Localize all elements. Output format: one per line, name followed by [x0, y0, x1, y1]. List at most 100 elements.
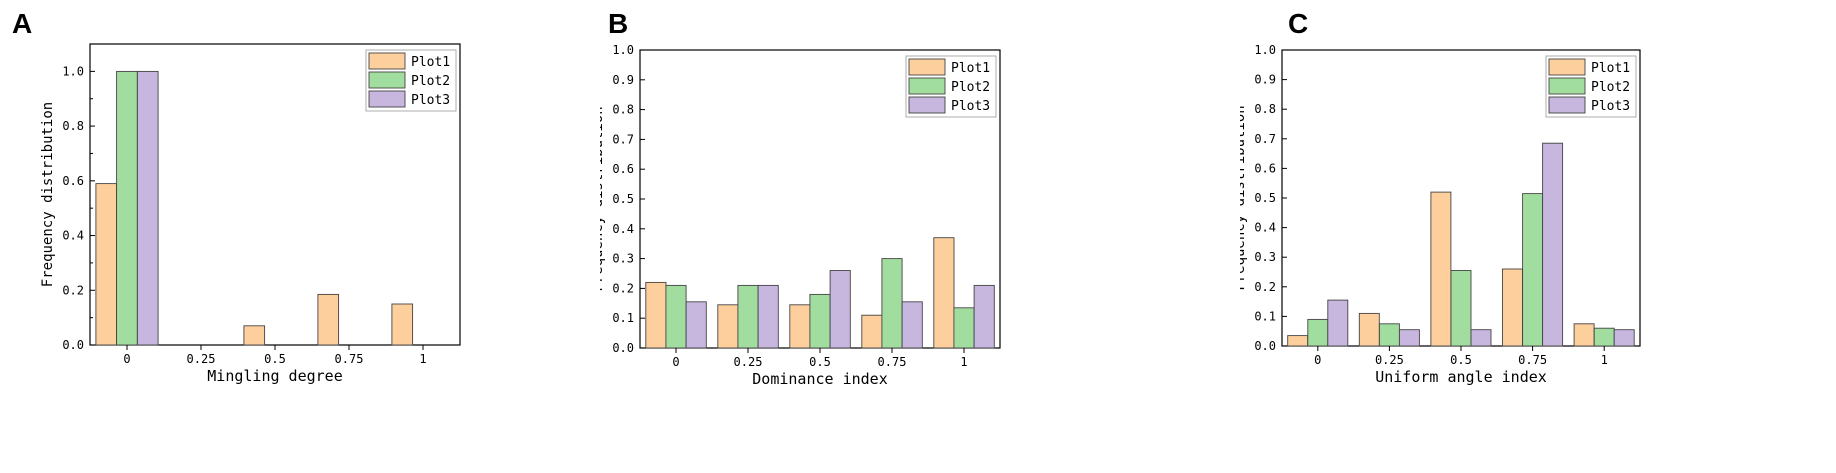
legend-label-plot1: Plot1 [1591, 61, 1630, 76]
bar-plot1-4 [391, 303, 414, 346]
x-tick-label: 0.5 [1450, 353, 1472, 367]
y-tick-label: 0.8 [1254, 102, 1276, 116]
y-tick-label: 0.9 [612, 73, 634, 87]
y-tick-label: 1.0 [612, 43, 634, 57]
x-tick-label: 0.75 [878, 355, 907, 369]
legend-swatch-plot1 [1548, 58, 1586, 76]
y-tick-label: 0.4 [612, 222, 634, 236]
y-tick-label: 0.9 [1254, 73, 1276, 87]
x-tick-label: 0.25 [1375, 353, 1404, 367]
bar-plot1-0 [95, 183, 118, 346]
chart-c: 0.0 0.1 0.2 0.3 0.4 0.5 0.6 0.7 0.8 0.9 1.0 0 0.25 0.… [1232, 43, 1641, 386]
x-tick-label: 0.5 [809, 355, 831, 369]
y-axis-label: Frequency distribution [1240, 105, 1248, 290]
legend-swatch-plot2 [908, 77, 946, 95]
legend-label-plot3: Plot3 [411, 93, 450, 108]
bar-plot1-4 [1573, 323, 1595, 347]
legend-label-plot1: Plot1 [951, 61, 990, 76]
legend-swatch-plot3 [1548, 96, 1586, 114]
bar-plot1-1 [717, 304, 739, 349]
y-tick-label: 1.0 [1254, 43, 1276, 57]
legend-label-plot2: Plot2 [1591, 80, 1630, 95]
y-tick-label: 0.5 [612, 192, 634, 206]
legend-label-plot2: Plot2 [411, 74, 450, 89]
bar-plot3-3 [1542, 142, 1564, 347]
panel-letter-c: C [1288, 8, 1309, 39]
bar-plot2-0 [1307, 318, 1329, 347]
legend-swatch-plot1 [368, 52, 406, 70]
y-tick-label: 0.7 [612, 132, 634, 146]
y-tick-label: 0.2 [1254, 280, 1276, 294]
x-tick-label: 0.75 [335, 352, 364, 366]
chart-a: 0.0 0.2 0.4 0.6 0.8 1.0 0 0.25 0.5 0.75 1 Mingling … [40, 43, 461, 385]
panel-c: C 0.0 0.1 0.2 0.3 0.4 0.5 0.6 0.7 0.8 0.9 1.0 0 0.25… [1232, 0, 1836, 469]
bar-plot3-3 [901, 301, 923, 349]
y-tick-label: 0.2 [62, 283, 84, 297]
bar-plot3-1 [1398, 329, 1420, 347]
x-tick-label: 0 [123, 352, 130, 366]
y-tick-label: 1.0 [62, 64, 84, 78]
bar-plot3-4 [1613, 329, 1635, 347]
bar-plot2-1 [737, 284, 759, 349]
y-tick-label: 0.8 [612, 103, 634, 117]
legend-swatch-plot2 [368, 71, 406, 89]
bar-plot2-3 [1522, 193, 1544, 347]
panel-a: A 0.0 0.2 0.4 0.6 0.8 1.0 0 0.25 0.5 0.75 1 Minglin… [0, 0, 600, 469]
y-tick-label: 0.0 [612, 341, 634, 355]
bar-plot1-3 [317, 293, 340, 346]
legend-label-plot2: Plot2 [951, 80, 990, 95]
y-tick-label: 0.8 [62, 119, 84, 133]
bar-plot2-0 [665, 284, 687, 349]
x-axis-label: Mingling degree [207, 367, 342, 385]
y-tick-label: 0.4 [1254, 221, 1276, 235]
x-tick-label: 1 [960, 355, 967, 369]
bar-plot2-4 [1593, 327, 1615, 347]
bar-plot2-2 [1450, 270, 1472, 347]
bar-plot2-2 [809, 293, 831, 349]
y-tick-label: 0.7 [1254, 132, 1276, 146]
bar-plot1-0 [1287, 335, 1309, 347]
bar-plot3-2 [1470, 329, 1492, 347]
y-tick-label: 0.4 [62, 229, 84, 243]
x-tick-label: 0.25 [187, 352, 216, 366]
y-tick-label: 0.1 [612, 311, 634, 325]
bar-plot3-0 [136, 70, 159, 346]
bar-plot1-2 [243, 325, 266, 346]
legend-label-plot1: Plot1 [411, 55, 450, 70]
legend-swatch-plot2 [1548, 77, 1586, 95]
bar-plot2-0 [116, 70, 138, 346]
x-tick-label: 0 [1314, 353, 1321, 367]
x-tick-label: 0.75 [1518, 353, 1547, 367]
legend-label-plot3: Plot3 [951, 99, 990, 114]
bar-plot3-1 [757, 284, 779, 349]
bar-plot1-0 [645, 281, 667, 349]
bar-plot3-2 [829, 270, 851, 349]
panel-b: B 0.0 0.1 0.2 0.3 0.4 0.5 0.6 0.7 0.8 0.9 1.0 0 0.25… [590, 0, 1240, 469]
chart-b: 0.0 0.1 0.2 0.3 0.4 0.5 0.6 0.7 0.8 0.9 1.0 0 0.25 0.… [590, 43, 1001, 388]
y-tick-label: 0.0 [1254, 339, 1276, 353]
bar-plot2-3 [881, 258, 903, 349]
y-tick-label: 0.6 [612, 162, 634, 176]
legend-swatch-plot3 [368, 90, 406, 108]
y-tick-label: 0.2 [612, 281, 634, 295]
x-tick-label: 0.5 [264, 352, 286, 366]
y-tick-label: 0.6 [1254, 161, 1276, 175]
bar-plot1-4 [933, 237, 955, 349]
panel-letter-a: A [12, 8, 33, 39]
y-tick-label: 0.3 [612, 252, 634, 266]
bar-plot3-0 [1327, 299, 1349, 347]
bar-plot2-4 [953, 307, 975, 349]
x-tick-label: 1 [1601, 353, 1608, 367]
panel-letter-b: B [608, 8, 629, 39]
legend-label-plot3: Plot3 [1591, 99, 1630, 114]
bar-plot3-0 [685, 301, 707, 349]
bar-plot1-1 [1358, 312, 1380, 347]
y-tick-label: 0.6 [62, 174, 84, 188]
bar-plot1-3 [1502, 268, 1523, 347]
legend-swatch-plot1 [908, 58, 946, 76]
bar-plot1-3 [861, 314, 883, 349]
bar-plot3-4 [973, 284, 995, 349]
x-tick-label: 0 [672, 355, 679, 369]
bar-plot2-1 [1378, 323, 1400, 347]
x-axis-label: Uniform angle index [1375, 368, 1547, 386]
